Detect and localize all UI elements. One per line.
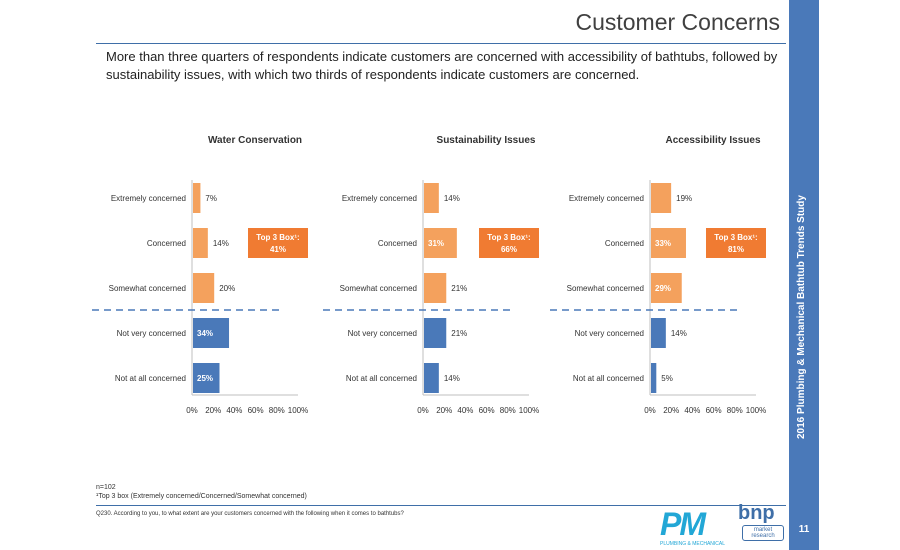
water-conservation-bar-not-very-concerned (193, 318, 230, 348)
accessibility-issues-data-label: 29% (655, 284, 671, 293)
water-conservation-category-label: Not very concerned (117, 329, 186, 338)
bnp-logo-text: bnp (738, 502, 775, 524)
water-conservation-category-label: Concerned (147, 239, 186, 248)
accessibility-issues-bar-not-very-concerned (651, 318, 666, 348)
page-subtitle: More than three quarters of respondents … (106, 49, 778, 82)
accessibility-issues-bar-somewhat-concerned (651, 273, 682, 303)
water-conservation-x-tick-label: 80% (269, 406, 285, 415)
sustainability-issues-bar-not-very-concerned (424, 318, 447, 348)
accessibility-issues-x-tick-label: 0% (644, 406, 656, 415)
water-conservation-category-label: Not at all concerned (115, 374, 186, 383)
accessibility-issues-data-label: 19% (676, 194, 692, 203)
bnp-logo: bnp market research (736, 502, 784, 546)
accessibility-issues-x-tick-label: 80% (727, 406, 743, 415)
water-conservation-bar-extremely-concerned (193, 183, 201, 213)
water-conservation-data-label: 7% (205, 194, 217, 203)
footnote-sample-size: n=102 (96, 484, 116, 491)
water-conservation-category-label: Somewhat concerned (109, 284, 186, 293)
sustainability-issues-x-tick-label: 40% (457, 406, 473, 415)
sustainability-issues-category-label: Not very concerned (348, 329, 417, 338)
study-name: 2016 Plumbing & Mechanical Bathtub Trend… (796, 195, 807, 439)
sustainability-issues-x-tick-label: 60% (479, 406, 495, 415)
water-conservation-x-tick-label: 40% (226, 406, 242, 415)
sustainability-issues-bar-not-at-all-concerned (424, 363, 439, 393)
sustainability-issues-data-label: 14% (444, 194, 460, 203)
sustainability-issues-top-box-value: 66% (501, 245, 517, 254)
accessibility-issues-data-label: 14% (671, 329, 687, 338)
sustainability-issues-bar-extremely-concerned (424, 183, 439, 213)
accessibility-issues-bar-extremely-concerned (651, 183, 672, 213)
sustainability-issues-x-tick-label: 0% (417, 406, 429, 415)
pm-logo: PM PLUMBING & MECHANICAL (658, 506, 738, 548)
water-conservation-top-box-badge (248, 228, 308, 258)
sustainability-issues-data-label: 14% (444, 374, 460, 383)
water-conservation-x-tick-label: 100% (288, 406, 308, 415)
sustainability-issues-data-label: 21% (451, 284, 467, 293)
sustainability-issues-category-label: Somewhat concerned (340, 284, 417, 293)
accessibility-issues-x-tick-label: 20% (663, 406, 679, 415)
water-conservation-data-label: 25% (197, 374, 213, 383)
bnp-logo-subtext: market research (742, 525, 784, 541)
footer-divider (96, 505, 786, 506)
accessibility-issues-x-tick-label: 60% (706, 406, 722, 415)
water-conservation-x-tick-label: 60% (248, 406, 264, 415)
accessibility-issues-top-box-badge (706, 228, 766, 258)
water-conservation-data-label: 14% (213, 239, 229, 248)
sustainability-issues-top-box-label: Top 3 Box¹: (487, 233, 530, 242)
page-number: 11 (798, 524, 810, 535)
accessibility-issues-category-label: Not very concerned (575, 329, 644, 338)
sustainability-issues-bar-somewhat-concerned (424, 273, 447, 303)
water-conservation-bar-not-at-all-concerned (193, 363, 220, 393)
water-conservation-x-tick-label: 0% (186, 406, 198, 415)
sustainability-issues-category-label: Concerned (378, 239, 417, 248)
sustainability-issues-chart-title: Sustainability Issues (437, 135, 536, 146)
sustainability-issues-category-label: Not at all concerned (346, 374, 417, 383)
water-conservation-x-tick-label: 20% (205, 406, 221, 415)
accessibility-issues-category-label: Somewhat concerned (567, 284, 644, 293)
page-title: Customer Concerns (575, 9, 780, 35)
water-conservation-chart-title: Water Conservation (208, 135, 302, 146)
sustainability-issues-data-label: 21% (451, 329, 467, 338)
water-conservation-top-box-label: Top 3 Box¹: (256, 233, 299, 242)
water-conservation-top-box-value: 41% (270, 245, 286, 254)
accessibility-issues-x-tick-label: 40% (684, 406, 700, 415)
footnote-question: Q230. According to you, to what extent a… (96, 511, 404, 517)
accessibility-issues-category-label: Not at all concerned (573, 374, 644, 383)
water-conservation-bar-somewhat-concerned (193, 273, 215, 303)
accessibility-issues-top-box-label: Top 3 Box¹: (714, 233, 757, 242)
pm-logo-text: PM (660, 506, 706, 542)
sustainability-issues-x-tick-label: 20% (436, 406, 452, 415)
accessibility-issues-x-tick-label: 100% (746, 406, 766, 415)
accessibility-issues-bar-concerned (651, 228, 686, 258)
accessibility-issues-data-label: 5% (661, 374, 673, 383)
sustainability-issues-data-label: 31% (428, 239, 444, 248)
sustainability-issues-x-tick-label: 100% (519, 406, 539, 415)
pm-logo-subtext: PLUMBING & MECHANICAL (660, 541, 726, 547)
water-conservation-data-label: 34% (197, 329, 213, 338)
sustainability-issues-top-box-badge (479, 228, 539, 258)
accessibility-issues-data-label: 33% (655, 239, 671, 248)
title-divider (96, 43, 786, 44)
water-conservation-category-label: Extremely concerned (111, 194, 186, 203)
sustainability-issues-bar-concerned (424, 228, 457, 258)
water-conservation-data-label: 20% (219, 284, 235, 293)
sustainability-issues-category-label: Extremely concerned (342, 194, 417, 203)
accessibility-issues-chart-title: Accessibility Issues (665, 135, 760, 146)
accessibility-issues-bar-not-at-all-concerned (651, 363, 657, 393)
accessibility-issues-category-label: Extremely concerned (569, 194, 644, 203)
water-conservation-bar-concerned (193, 228, 208, 258)
accessibility-issues-top-box-value: 81% (728, 245, 744, 254)
sustainability-issues-x-tick-label: 80% (500, 406, 516, 415)
side-banner: 2016 Plumbing & Mechanical Bathtub Trend… (789, 0, 819, 550)
accessibility-issues-category-label: Concerned (605, 239, 644, 248)
footnote-top-box: ¹Top 3 box (Extremely concerned/Concerne… (96, 493, 307, 500)
